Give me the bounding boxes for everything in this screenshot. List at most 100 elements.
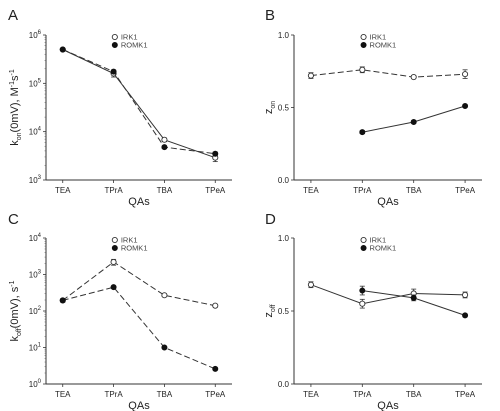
x-tick-label: TEA [55, 186, 71, 195]
x-tick-label: TBA [157, 186, 173, 195]
data-point-romk1 [359, 129, 366, 136]
data-point-romk1 [110, 68, 117, 75]
legend-marker-irk1 [360, 236, 367, 244]
data-point-romk1 [212, 150, 219, 157]
x-tick-label: TBA [406, 186, 422, 195]
legend-label-romk1: ROMK1 [121, 244, 148, 253]
data-point-romk1 [410, 119, 417, 126]
data-point-irk1 [462, 71, 469, 78]
legend-label-irk1: IRK1 [370, 33, 387, 42]
x-tick-label: TPrA [104, 186, 123, 195]
data-point-irk1 [161, 292, 168, 299]
x-tick-label: TEA [55, 390, 71, 399]
x-axis-title: QAs [377, 400, 399, 411]
data-point-irk1 [410, 74, 417, 81]
series-line-irk1 [62, 261, 216, 307]
legend-label-irk1: IRK1 [121, 236, 138, 245]
series-line-romk1 [62, 49, 216, 155]
y-tick-label: 103 [29, 175, 42, 185]
series-irk1 [307, 281, 469, 309]
x-axis-title: QAs [377, 196, 399, 208]
data-point-irk1 [212, 302, 219, 309]
data-point-irk1 [307, 72, 314, 79]
y-axis-title: kon(0mV), M-1s-1 [9, 69, 23, 146]
series-irk1 [307, 66, 469, 81]
panel-letter-a: A [8, 7, 18, 24]
legend-marker-irk1 [360, 33, 367, 41]
data-point-romk1 [59, 297, 66, 304]
series-romk1 [59, 46, 219, 157]
series-line-romk1 [62, 286, 216, 370]
y-tick-label: 1.0 [278, 234, 290, 243]
data-point-romk1 [462, 103, 469, 110]
series-irk1 [59, 258, 219, 309]
panel-letter-c: C [8, 211, 19, 228]
panel-a: A 103 104 105 106 TEA TPrA TBA TPeA QAs kon(0mV), … [8, 7, 232, 208]
y-tick-label: 106 [29, 30, 42, 40]
series-line-irk1 [310, 69, 466, 78]
series-line-irk1 [310, 284, 466, 305]
legend-marker-romk1 [111, 42, 118, 49]
data-point-irk1 [359, 66, 366, 73]
y-tick-label: 1.0 [278, 31, 290, 40]
x-tick-label: TPrA [353, 390, 372, 399]
data-point-irk1 [307, 281, 314, 288]
legend-label-irk1: IRK1 [121, 33, 138, 42]
series-romk1 [59, 284, 219, 372]
y-tick-label: 104 [29, 233, 42, 243]
data-point-romk1 [212, 365, 219, 372]
y-tick-label: 0.5 [278, 104, 290, 113]
y-tick-label: 105 [29, 78, 42, 88]
y-tick-label: 100 [29, 379, 42, 389]
data-point-irk1 [359, 300, 366, 307]
y-axis-title: zoff [263, 304, 277, 317]
x-tick-label: TEA [303, 390, 319, 399]
legend-marker-romk1 [360, 42, 367, 49]
legend-marker-irk1 [111, 236, 118, 244]
y-tick-label: 103 [29, 270, 42, 280]
x-axis-title: QAs [128, 196, 150, 208]
data-point-romk1 [462, 312, 469, 319]
y-tick-label: 104 [29, 127, 42, 137]
x-tick-label: TPeA [205, 390, 226, 399]
series-romk1 [359, 103, 469, 136]
x-tick-label: TBA [157, 390, 173, 399]
x-tick-label: TBA [406, 390, 422, 399]
legend-label-romk1: ROMK1 [370, 244, 397, 253]
y-axis-title: zon [263, 101, 277, 114]
series-line-irk1 [62, 49, 216, 159]
y-tick-label: 0.0 [278, 380, 290, 389]
y-tick-label: 0.0 [278, 176, 290, 185]
panel-c: C 100 101 102 103 104 TEA TPrA TBA TPeA QAs koff(0m… [8, 211, 232, 411]
x-tick-label: TPeA [205, 186, 226, 195]
data-point-romk1 [59, 46, 66, 53]
legend-label-romk1: ROMK1 [370, 41, 397, 50]
legend-label-irk1: IRK1 [370, 236, 387, 245]
y-tick-label: 102 [29, 306, 42, 316]
legend-label-romk1: ROMK1 [121, 41, 148, 50]
legend-marker-romk1 [111, 244, 118, 251]
x-tick-label: TPeA [455, 390, 476, 399]
y-tick-label: 101 [29, 343, 42, 353]
data-point-irk1 [462, 291, 469, 298]
data-point-irk1 [161, 136, 168, 143]
y-axis-title: koff(0mV), s-1 [9, 280, 23, 341]
x-tick-label: TPrA [353, 186, 372, 195]
panel-letter-d: D [265, 211, 276, 228]
legend-marker-irk1 [111, 33, 118, 41]
data-point-irk1 [110, 258, 117, 266]
x-tick-label: TEA [303, 186, 319, 195]
y-tick-label: 0.5 [278, 307, 290, 316]
panel-letter-b: B [265, 7, 275, 24]
x-axis-title: QAs [128, 400, 150, 411]
data-point-romk1 [161, 144, 168, 151]
data-point-romk1 [359, 287, 366, 294]
series-irk1 [59, 46, 219, 163]
series-romk1 [359, 285, 469, 319]
legend-marker-romk1 [360, 244, 367, 251]
data-point-romk1 [110, 284, 117, 291]
data-point-romk1 [410, 294, 417, 301]
